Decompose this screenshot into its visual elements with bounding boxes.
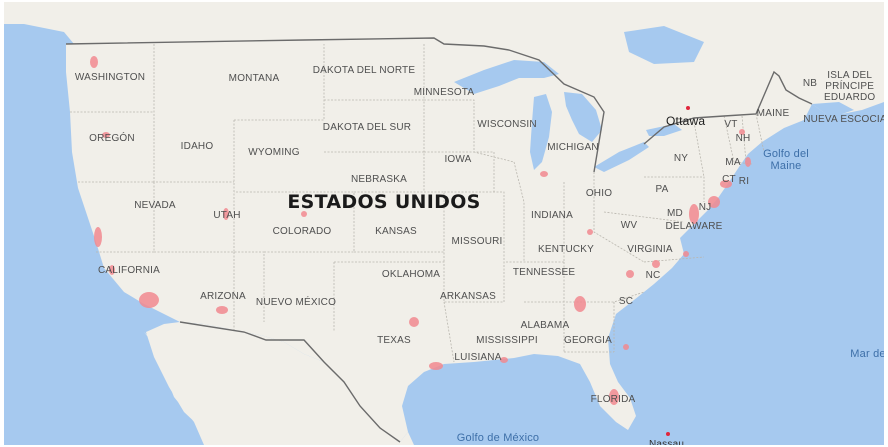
hudson-water xyxy=(624,26,704,64)
state-label: MICHIGAN xyxy=(547,142,599,153)
state-label: GEORGIA xyxy=(563,335,613,346)
state-label: WASHINGTON xyxy=(74,72,146,83)
state-label: ARKANSAS xyxy=(439,291,497,302)
state-label: NUEVO MÉXICO xyxy=(255,297,337,308)
state-label: INDIANA xyxy=(531,210,573,221)
state-label: NJ xyxy=(698,202,712,213)
state-label: ARIZONA xyxy=(200,291,246,302)
state-label: COLORADO xyxy=(272,226,332,237)
water-label: Golfo del Maine xyxy=(763,148,809,172)
state-label: RI xyxy=(738,176,750,187)
state-label: TEXAS xyxy=(377,335,411,346)
state-label: CALIFORNIA xyxy=(97,265,161,276)
water-label: Mar de xyxy=(850,348,884,360)
state-label: WYOMING xyxy=(248,147,300,158)
state-label: WV xyxy=(620,220,638,231)
city-label: Nassau xyxy=(649,439,685,445)
lake-erie xyxy=(594,142,649,172)
state-label: FLORIDA xyxy=(590,394,636,405)
province-label: ISLA DEL PRÍNCIPE EDUARDO xyxy=(824,70,876,103)
state-label: IOWA xyxy=(444,154,472,165)
state-label: SC xyxy=(618,296,634,307)
state-label: MD xyxy=(667,208,683,219)
state-label: MA xyxy=(725,157,741,168)
state-label: ALABAMA xyxy=(520,320,570,331)
lake-superior xyxy=(454,60,559,94)
state-label: CT xyxy=(722,174,736,185)
state-label: DAKOTA DEL NORTE xyxy=(312,65,416,76)
province-label: NUEVA ESCOCIA xyxy=(803,114,884,125)
state-label: PA xyxy=(655,184,669,195)
usa-land xyxy=(66,38,812,442)
state-label: KENTUCKY xyxy=(537,244,595,255)
bay-fundy xyxy=(812,102,854,114)
state-label: MISSISSIPPI xyxy=(476,335,538,346)
state-label: WISCONSIN xyxy=(477,119,537,130)
water-label: Golfo de México xyxy=(456,432,540,444)
state-label: NEVADA xyxy=(134,200,176,211)
map-canvas[interactable] xyxy=(4,2,884,445)
map-view[interactable]: ESTADOS UNIDOS WASHINGTON OREGÓN IDAHO M… xyxy=(4,2,884,445)
state-label: OHIO xyxy=(585,188,613,199)
state-label: UTAH xyxy=(213,210,241,221)
mexico-land xyxy=(144,322,414,445)
state-label: LUISIANA xyxy=(454,352,502,363)
heat-patches xyxy=(90,56,751,405)
state-label: VIRGINIA xyxy=(627,244,673,255)
state-label: DELAWARE xyxy=(665,221,723,232)
city-marker[interactable] xyxy=(666,432,670,436)
national-borders xyxy=(65,37,813,443)
state-label: DAKOTA DEL SUR xyxy=(322,122,412,133)
state-label: MINNESOTA xyxy=(413,87,475,98)
state-label: MAINE xyxy=(756,108,790,119)
province-label: NB xyxy=(802,78,818,89)
state-label: IDAHO xyxy=(180,141,214,152)
lake-michigan xyxy=(530,94,552,170)
state-label: KANSAS xyxy=(375,226,417,237)
state-label: NC xyxy=(645,270,661,281)
state-label: VT xyxy=(724,119,738,130)
country-label: ESTADOS UNIDOS xyxy=(287,191,481,213)
state-label: MISSOURI xyxy=(451,236,503,247)
lake-ontario xyxy=(646,124,682,136)
state-label: NEBRASKA xyxy=(350,174,408,185)
city-marker[interactable] xyxy=(686,106,690,110)
state-label: TENNESSEE xyxy=(512,267,576,278)
state-borders xyxy=(70,44,765,363)
state-label: NY xyxy=(673,153,689,164)
city-label: Ottawa xyxy=(666,114,706,128)
state-label: MONTANA xyxy=(228,73,280,84)
lake-huron xyxy=(564,92,602,142)
state-label: OREGÓN xyxy=(89,133,135,144)
state-label: OKLAHOMA xyxy=(381,269,441,280)
state-label: NH xyxy=(735,133,751,144)
